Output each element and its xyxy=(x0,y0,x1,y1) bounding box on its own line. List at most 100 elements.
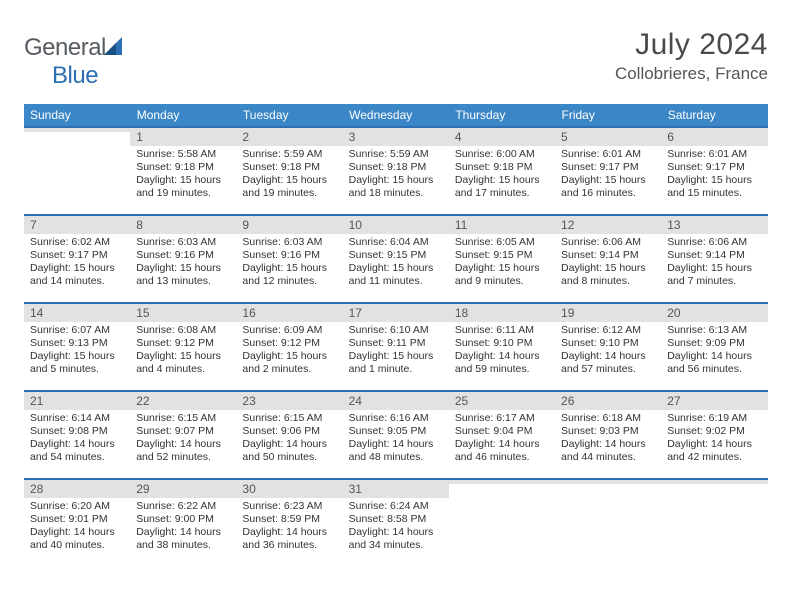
sunset-text: Sunset: 9:14 PM xyxy=(667,249,761,262)
day-cell: 1Sunrise: 5:58 AMSunset: 9:18 PMDaylight… xyxy=(130,127,236,215)
day-cell: 28Sunrise: 6:20 AMSunset: 9:01 PMDayligh… xyxy=(24,479,130,567)
day-number: 21 xyxy=(24,392,130,410)
day-details: Sunrise: 6:22 AMSunset: 9:00 PMDaylight:… xyxy=(130,498,236,556)
brand-part1: General xyxy=(24,34,106,61)
day-number: 17 xyxy=(343,304,449,322)
day-number: 28 xyxy=(24,480,130,498)
day-number xyxy=(449,480,555,484)
day-cell: 19Sunrise: 6:12 AMSunset: 9:10 PMDayligh… xyxy=(555,303,661,391)
day-cell: 16Sunrise: 6:09 AMSunset: 9:12 PMDayligh… xyxy=(236,303,342,391)
daylight-text: Daylight: 15 hours and 4 minutes. xyxy=(136,350,230,376)
week-row: 21Sunrise: 6:14 AMSunset: 9:08 PMDayligh… xyxy=(24,391,768,479)
sunrise-text: Sunrise: 6:17 AM xyxy=(455,412,549,425)
day-number: 18 xyxy=(449,304,555,322)
day-cell: 7Sunrise: 6:02 AMSunset: 9:17 PMDaylight… xyxy=(24,215,130,303)
calendar-head: Sunday Monday Tuesday Wednesday Thursday… xyxy=(24,104,768,127)
day-number xyxy=(24,128,130,132)
day-number: 12 xyxy=(555,216,661,234)
weekday-header: Sunday xyxy=(24,104,130,127)
day-details: Sunrise: 6:15 AMSunset: 9:07 PMDaylight:… xyxy=(130,410,236,468)
day-details: Sunrise: 6:20 AMSunset: 9:01 PMDaylight:… xyxy=(24,498,130,556)
calendar-body: 1Sunrise: 5:58 AMSunset: 9:18 PMDaylight… xyxy=(24,127,768,567)
day-number xyxy=(661,480,767,484)
sunset-text: Sunset: 9:18 PM xyxy=(349,161,443,174)
sunrise-text: Sunrise: 6:16 AM xyxy=(349,412,443,425)
sunrise-text: Sunrise: 6:19 AM xyxy=(667,412,761,425)
week-row: 7Sunrise: 6:02 AMSunset: 9:17 PMDaylight… xyxy=(24,215,768,303)
sunset-text: Sunset: 9:15 PM xyxy=(349,249,443,262)
daylight-text: Daylight: 14 hours and 34 minutes. xyxy=(349,526,443,552)
day-details: Sunrise: 5:59 AMSunset: 9:18 PMDaylight:… xyxy=(343,146,449,204)
sunrise-text: Sunrise: 6:24 AM xyxy=(349,500,443,513)
day-cell: 17Sunrise: 6:10 AMSunset: 9:11 PMDayligh… xyxy=(343,303,449,391)
day-details: Sunrise: 6:12 AMSunset: 9:10 PMDaylight:… xyxy=(555,322,661,380)
day-number: 9 xyxy=(236,216,342,234)
day-number: 2 xyxy=(236,128,342,146)
daylight-text: Daylight: 15 hours and 17 minutes. xyxy=(455,174,549,200)
sunset-text: Sunset: 9:18 PM xyxy=(136,161,230,174)
day-number: 8 xyxy=(130,216,236,234)
sunrise-text: Sunrise: 6:12 AM xyxy=(561,324,655,337)
sunset-text: Sunset: 9:15 PM xyxy=(455,249,549,262)
day-number: 22 xyxy=(130,392,236,410)
weekday-header: Tuesday xyxy=(236,104,342,127)
day-details: Sunrise: 6:11 AMSunset: 9:10 PMDaylight:… xyxy=(449,322,555,380)
sunrise-text: Sunrise: 6:20 AM xyxy=(30,500,124,513)
day-cell: 24Sunrise: 6:16 AMSunset: 9:05 PMDayligh… xyxy=(343,391,449,479)
sunset-text: Sunset: 9:06 PM xyxy=(242,425,336,438)
daylight-text: Daylight: 15 hours and 11 minutes. xyxy=(349,262,443,288)
day-cell: 4Sunrise: 6:00 AMSunset: 9:18 PMDaylight… xyxy=(449,127,555,215)
day-number: 23 xyxy=(236,392,342,410)
brand-sail-icon xyxy=(104,34,126,62)
week-row: 28Sunrise: 6:20 AMSunset: 9:01 PMDayligh… xyxy=(24,479,768,567)
daylight-text: Daylight: 14 hours and 54 minutes. xyxy=(30,438,124,464)
weekday-row: Sunday Monday Tuesday Wednesday Thursday… xyxy=(24,104,768,127)
sunrise-text: Sunrise: 6:15 AM xyxy=(136,412,230,425)
day-cell: 22Sunrise: 6:15 AMSunset: 9:07 PMDayligh… xyxy=(130,391,236,479)
daylight-text: Daylight: 14 hours and 48 minutes. xyxy=(349,438,443,464)
sunset-text: Sunset: 8:59 PM xyxy=(242,513,336,526)
brand-text: GeneralBlue xyxy=(24,34,126,90)
sunrise-text: Sunrise: 6:02 AM xyxy=(30,236,124,249)
day-cell: 11Sunrise: 6:05 AMSunset: 9:15 PMDayligh… xyxy=(449,215,555,303)
daylight-text: Daylight: 15 hours and 2 minutes. xyxy=(242,350,336,376)
day-number: 13 xyxy=(661,216,767,234)
sunset-text: Sunset: 9:18 PM xyxy=(455,161,549,174)
calendar-page: GeneralBlue July 2024 Collobrieres, Fran… xyxy=(0,0,792,567)
brand-logo: GeneralBlue xyxy=(24,28,126,90)
day-details: Sunrise: 6:06 AMSunset: 9:14 PMDaylight:… xyxy=(661,234,767,292)
day-cell xyxy=(661,479,767,567)
day-details: Sunrise: 6:09 AMSunset: 9:12 PMDaylight:… xyxy=(236,322,342,380)
day-number: 10 xyxy=(343,216,449,234)
day-number: 29 xyxy=(130,480,236,498)
day-cell: 5Sunrise: 6:01 AMSunset: 9:17 PMDaylight… xyxy=(555,127,661,215)
sunrise-text: Sunrise: 5:59 AM xyxy=(349,148,443,161)
sunset-text: Sunset: 9:05 PM xyxy=(349,425,443,438)
daylight-text: Daylight: 15 hours and 16 minutes. xyxy=(561,174,655,200)
day-number: 19 xyxy=(555,304,661,322)
daylight-text: Daylight: 15 hours and 7 minutes. xyxy=(667,262,761,288)
daylight-text: Daylight: 14 hours and 56 minutes. xyxy=(667,350,761,376)
sunset-text: Sunset: 9:17 PM xyxy=(667,161,761,174)
sunset-text: Sunset: 9:00 PM xyxy=(136,513,230,526)
day-cell: 18Sunrise: 6:11 AMSunset: 9:10 PMDayligh… xyxy=(449,303,555,391)
day-details: Sunrise: 6:03 AMSunset: 9:16 PMDaylight:… xyxy=(236,234,342,292)
daylight-text: Daylight: 15 hours and 12 minutes. xyxy=(242,262,336,288)
day-cell: 12Sunrise: 6:06 AMSunset: 9:14 PMDayligh… xyxy=(555,215,661,303)
sunrise-text: Sunrise: 5:59 AM xyxy=(242,148,336,161)
day-details: Sunrise: 6:04 AMSunset: 9:15 PMDaylight:… xyxy=(343,234,449,292)
day-number: 20 xyxy=(661,304,767,322)
day-details: Sunrise: 6:17 AMSunset: 9:04 PMDaylight:… xyxy=(449,410,555,468)
day-cell: 8Sunrise: 6:03 AMSunset: 9:16 PMDaylight… xyxy=(130,215,236,303)
day-number: 15 xyxy=(130,304,236,322)
day-details: Sunrise: 6:19 AMSunset: 9:02 PMDaylight:… xyxy=(661,410,767,468)
daylight-text: Daylight: 15 hours and 8 minutes. xyxy=(561,262,655,288)
sunset-text: Sunset: 9:12 PM xyxy=(136,337,230,350)
daylight-text: Daylight: 15 hours and 9 minutes. xyxy=(455,262,549,288)
day-number: 16 xyxy=(236,304,342,322)
day-cell xyxy=(555,479,661,567)
day-cell: 14Sunrise: 6:07 AMSunset: 9:13 PMDayligh… xyxy=(24,303,130,391)
day-number: 26 xyxy=(555,392,661,410)
sunrise-text: Sunrise: 6:04 AM xyxy=(349,236,443,249)
day-details: Sunrise: 6:18 AMSunset: 9:03 PMDaylight:… xyxy=(555,410,661,468)
